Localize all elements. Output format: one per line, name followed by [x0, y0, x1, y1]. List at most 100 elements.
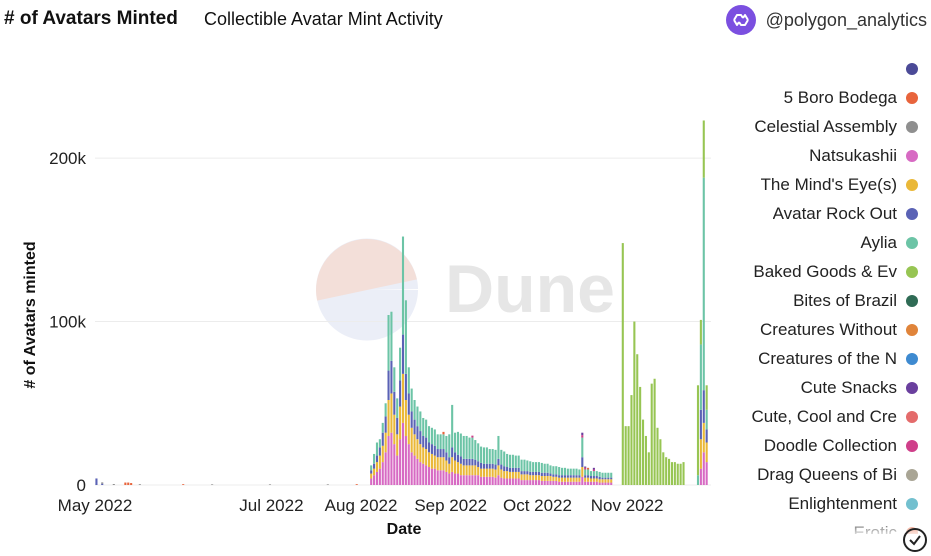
bar-segment [413, 455, 416, 485]
bar-segment [127, 482, 130, 485]
bar-segment [370, 465, 373, 471]
bar-segment [549, 473, 552, 477]
bar-segment [138, 484, 141, 485]
bar-segment [552, 480, 555, 485]
bar-segment [639, 386, 642, 485]
bar-segment [497, 475, 500, 485]
legend-item[interactable]: Cute Snacks [801, 373, 918, 402]
legend-item[interactable]: 5 Boro Bodega [784, 83, 918, 112]
bar-segment [508, 478, 512, 485]
bar-segment [584, 477, 587, 482]
x-axis-label: Date [387, 521, 422, 538]
bar-segment [621, 243, 624, 485]
bar-segment [477, 443, 480, 462]
author-badge[interactable]: @polygon_analytics [725, 5, 927, 35]
bar-segment [503, 478, 506, 485]
bar-segment [587, 469, 590, 476]
bar-segment [427, 442, 431, 453]
legend-item[interactable]: Drag Queens of Bi [757, 460, 918, 489]
bar-segment [581, 432, 584, 436]
legend-item[interactable]: Bites of Brazil [793, 286, 918, 315]
bar-segment [410, 452, 413, 485]
bar-segment [268, 484, 272, 485]
bar-segment [430, 427, 433, 445]
bar-segment [529, 461, 532, 472]
bar-segment [523, 459, 526, 472]
bar-segment [705, 385, 708, 410]
legend-item[interactable]: Doodle Collection [764, 431, 918, 460]
bar-segment [425, 465, 428, 485]
bar-segment [494, 464, 497, 470]
bar-segment [375, 462, 379, 472]
bar-segment [390, 432, 393, 485]
bar-segment [491, 476, 494, 485]
legend-item[interactable]: Creatures of the N [758, 344, 918, 373]
legend-item[interactable]: The Mind's Eye(s) [761, 170, 918, 199]
legend-dot-icon [906, 497, 918, 510]
bar-segment [448, 463, 451, 474]
bar-segment [422, 435, 425, 448]
bar-segment [561, 481, 564, 485]
legend-item[interactable]: Cute, Cool and Cre [751, 402, 918, 431]
check-circle-icon[interactable] [903, 528, 927, 552]
bar-segment [451, 457, 454, 472]
legend-item[interactable]: Avatar Rock Out [773, 199, 918, 228]
bar-segment [448, 457, 451, 464]
bar-segment [540, 476, 543, 481]
bar-segment [95, 478, 98, 485]
bar-segment [595, 476, 598, 479]
bar-segment [401, 334, 405, 374]
legend-item[interactable]: Natsukashii [809, 141, 918, 170]
bar-segment [517, 467, 520, 472]
bar-segment [370, 478, 373, 485]
bar-segment [517, 455, 520, 468]
bar-segment [506, 467, 509, 472]
bar-segment [598, 482, 601, 485]
bar-segment [607, 472, 610, 478]
bar-segment [584, 467, 587, 470]
legend-item[interactable]: Creatures Without [760, 315, 918, 344]
bar-segment [517, 471, 520, 479]
bar-segment [410, 427, 413, 453]
bar-segment [500, 477, 503, 485]
bar-segment [482, 468, 486, 477]
bar-segment [375, 442, 379, 456]
legend-item[interactable]: Aylia [860, 228, 918, 257]
bar-segment [552, 476, 555, 481]
bar-segment [451, 404, 454, 448]
x-tick-label: May 2022 [58, 496, 133, 515]
bar-segment [471, 435, 474, 438]
legend-dot-icon [906, 410, 918, 423]
legend[interactable]: 5 Boro Bodega Celestial Assembly Natsukash… [718, 54, 918, 534]
bar-segment [393, 444, 396, 485]
bar-segment [468, 437, 471, 459]
bar-segment [384, 452, 387, 485]
bar-segment [610, 482, 613, 485]
bar-segment [595, 481, 598, 485]
bar-segment [659, 439, 662, 485]
legend-item[interactable] [897, 54, 918, 83]
legend-label: Drag Queens of Bi [757, 464, 897, 484]
legend-item[interactable]: Baked Goods & Ev [753, 257, 918, 286]
legend-dot-icon [906, 439, 918, 452]
bar-segment [540, 472, 543, 477]
bar-segment [587, 475, 590, 478]
bar-segment [433, 429, 436, 446]
bar-segment [604, 479, 607, 483]
bar-segment [480, 468, 483, 477]
legend-item[interactable]: Celestial Assembly [754, 112, 918, 141]
bar-segment [575, 475, 578, 478]
bar-segment [555, 474, 558, 477]
bar-segment [471, 465, 474, 476]
legend-item[interactable]: Enlightenment [788, 489, 918, 518]
bar-segment [465, 465, 468, 476]
bar-segment [401, 236, 405, 335]
bar-segment [488, 449, 491, 464]
bar-segment [416, 426, 419, 440]
bar-segment [563, 475, 566, 478]
bar-segment [410, 388, 413, 412]
bar-segment [526, 471, 529, 475]
bar-segment [641, 419, 645, 485]
bar-segment [705, 429, 708, 443]
bar-segment [581, 435, 584, 438]
